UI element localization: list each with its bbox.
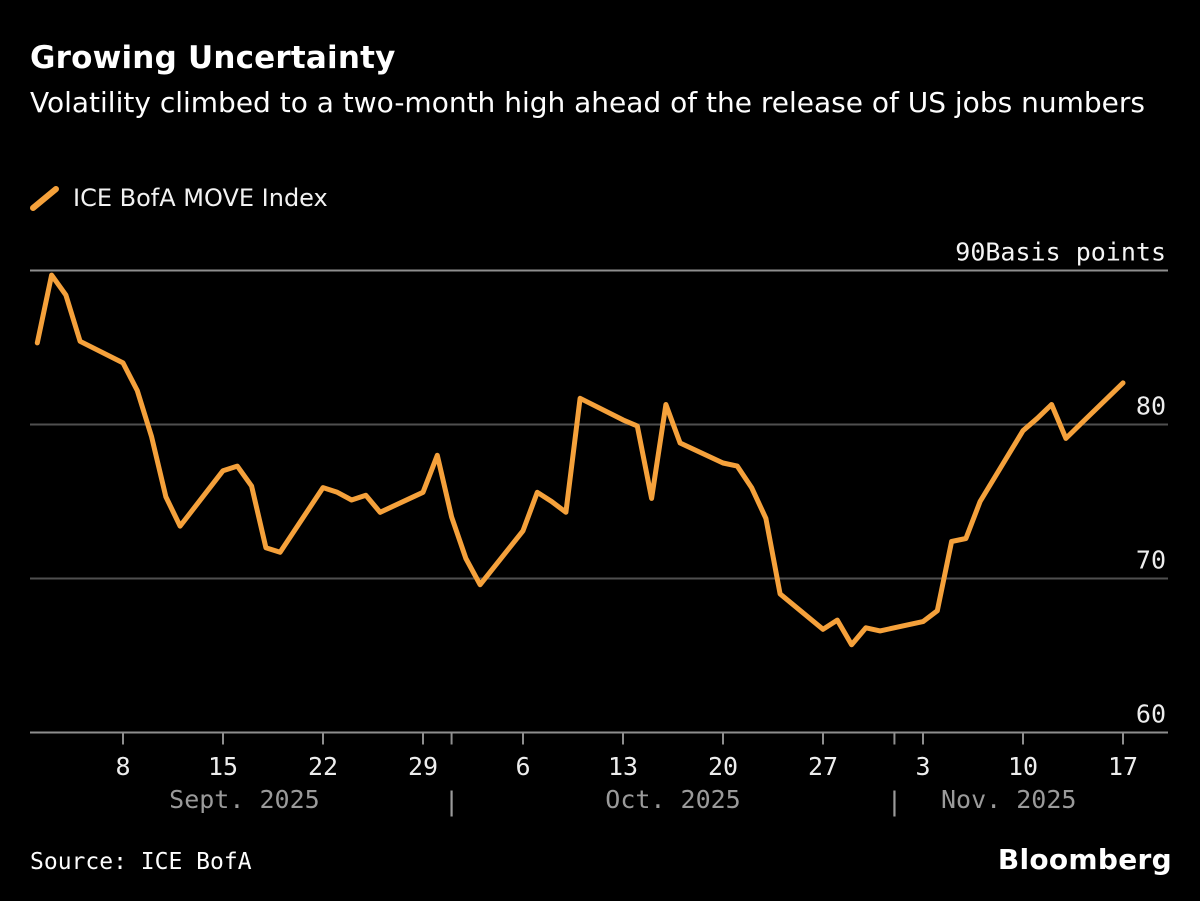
legend: ICE BofA MOVE Index <box>30 184 328 212</box>
legend-line-swatch-icon <box>30 186 59 211</box>
y-tick-label-60: 60 <box>1136 700 1166 729</box>
x-tick-label-2025-11-17: 17 <box>1108 752 1138 781</box>
x-tick-label-2025-10-20: 20 <box>708 752 738 781</box>
x-tick-label-2025-09-22: 22 <box>308 752 338 781</box>
x-tick-label-2025-11-10: 10 <box>1008 752 1038 781</box>
source-note: Source: ICE BofA <box>30 849 252 875</box>
y-tick-label-80: 80 <box>1136 392 1166 421</box>
legend-label: ICE BofA MOVE Index <box>73 184 328 212</box>
page-title: Growing Uncertainty <box>30 40 396 76</box>
x-tick-label-2025-10-13: 13 <box>608 752 638 781</box>
month-separator: | <box>444 787 460 817</box>
x-tick-label-2025-10-27: 27 <box>808 752 838 781</box>
x-tick-label-2025-09-15: 15 <box>208 752 238 781</box>
x-tick-label-2025-10-06: 6 <box>515 752 530 781</box>
month-label: Oct. 2025 <box>605 785 740 814</box>
month-separator: | <box>887 787 903 817</box>
y-tick-label-70: 70 <box>1136 546 1166 575</box>
x-tick-label-2025-09-29: 29 <box>408 752 438 781</box>
month-label: Nov. 2025 <box>941 785 1076 814</box>
bloomberg-logo: Bloomberg <box>997 843 1172 876</box>
x-tick-label-2025-09-08: 8 <box>115 752 130 781</box>
month-label: Sept. 2025 <box>169 785 320 814</box>
x-tick-label-2025-11-03: 3 <box>915 752 930 781</box>
move-index-line <box>34 272 1126 648</box>
y-tick-label-90: 90Basis points <box>955 238 1166 267</box>
chart-subtitle: Volatility climbed to a two-month high a… <box>30 86 1145 119</box>
